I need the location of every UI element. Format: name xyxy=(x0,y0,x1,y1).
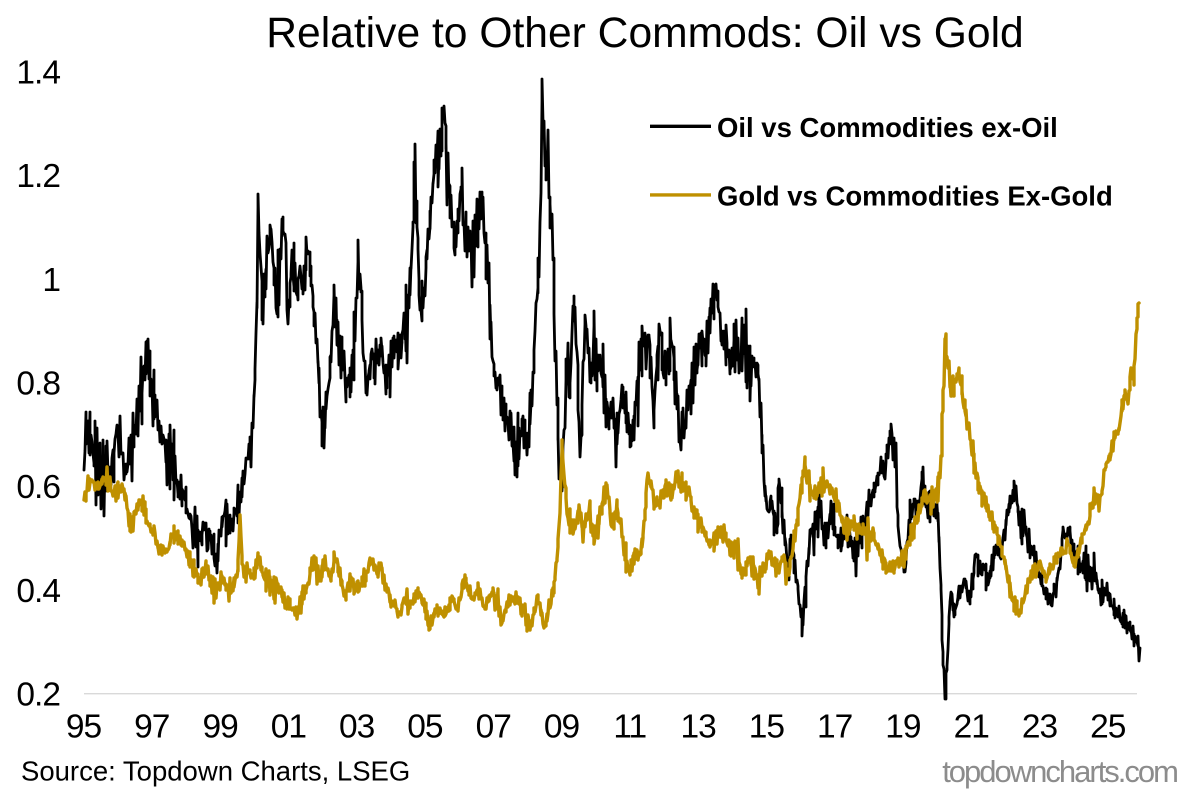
svg-text:09: 09 xyxy=(544,709,580,746)
svg-text:Source: Topdown Charts, LSEG: Source: Topdown Charts, LSEG xyxy=(21,756,410,787)
svg-text:99: 99 xyxy=(202,709,238,746)
svg-text:21: 21 xyxy=(954,709,989,746)
svg-text:Relative to Other Commods: Oil: Relative to Other Commods: Oil vs Gold xyxy=(266,9,1023,57)
svg-text:95: 95 xyxy=(66,709,102,746)
svg-text:05: 05 xyxy=(407,709,443,746)
svg-text:1.4: 1.4 xyxy=(16,54,60,91)
svg-text:Oil vs Commodities ex-Oil: Oil vs Commodities ex-Oil xyxy=(717,112,1058,143)
svg-text:03: 03 xyxy=(339,709,375,746)
svg-text:11: 11 xyxy=(613,709,646,746)
svg-text:1: 1 xyxy=(42,262,60,299)
svg-text:0.4: 0.4 xyxy=(16,573,60,610)
svg-text:25: 25 xyxy=(1090,709,1126,746)
svg-text:0.6: 0.6 xyxy=(16,469,60,506)
svg-text:15: 15 xyxy=(749,709,785,746)
svg-text:0.8: 0.8 xyxy=(16,366,60,403)
svg-text:97: 97 xyxy=(134,709,169,746)
svg-text:07: 07 xyxy=(476,709,511,746)
svg-text:1.2: 1.2 xyxy=(16,158,60,195)
svg-text:01: 01 xyxy=(271,709,306,746)
svg-text:17: 17 xyxy=(817,709,852,746)
svg-text:Gold vs Commodities Ex-Gold: Gold vs Commodities Ex-Gold xyxy=(717,181,1113,212)
svg-text:topdowncharts.com: topdowncharts.com xyxy=(942,754,1177,789)
svg-text:13: 13 xyxy=(680,709,716,746)
svg-text:19: 19 xyxy=(885,709,921,746)
svg-text:23: 23 xyxy=(1022,709,1058,746)
svg-text:0.2: 0.2 xyxy=(16,677,60,714)
